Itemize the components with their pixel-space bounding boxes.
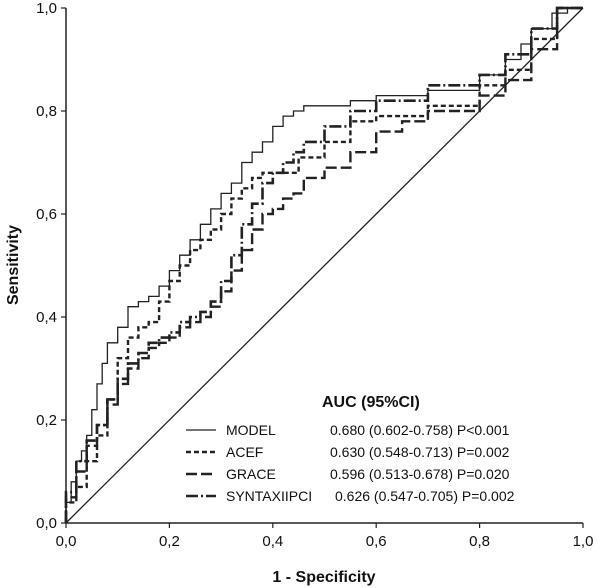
legend-title: AUC (95%CI): [322, 394, 420, 411]
x-tick-label: 1,0: [573, 533, 594, 550]
y-axis-title: Sensitivity: [5, 225, 22, 305]
legend-stat-acef: 0.630 (0.548-0.713) P=0.002: [330, 444, 510, 460]
x-tick-label: 0,0: [56, 533, 77, 550]
x-axis-title: 1 - Specificity: [272, 569, 375, 586]
reference-line: [65, 7, 584, 524]
y-tick-label: 0,2: [36, 412, 57, 429]
y-tick-label: 0,4: [36, 309, 57, 326]
y-tick-label: 1,0: [36, 0, 57, 17]
legend-label-syntaxiipci: SYNTAXIIPCI: [226, 488, 312, 504]
plot-frame: [65, 8, 583, 524]
x-tick-label: 0,8: [469, 533, 490, 550]
axis-ticks: 0,0 0,2 0,4 0,6 0,8 1,0 0,0 0,2 0,4 0,6 0,8 1,0: [36, 0, 593, 550]
legend-entries: MODEL 0.680 (0.602-0.758) P<0.001 ACEF 0.63…: [186, 422, 515, 504]
roc-curve-syntaxiipci: [64, 6, 583, 523]
legend-stat-grace: 0.596 (0.513-0.678) P=0.020: [330, 466, 510, 482]
legend-stat-syntaxiipci: 0.626 (0.547-0.705) P=0.002: [335, 488, 515, 504]
y-tick-label: 0,0: [36, 515, 57, 532]
reference-diagonal: [65, 7, 584, 524]
roc-curves: [64, 6, 583, 523]
legend-label-model: MODEL: [226, 422, 276, 438]
legend-label-acef: ACEF: [226, 444, 263, 460]
roc-curve-model: [65, 7, 583, 523]
x-tick-label: 0,4: [262, 533, 283, 550]
y-tick-label: 0,8: [36, 103, 57, 120]
legend-label-grace: GRACE: [226, 466, 276, 482]
y-tick-label: 0,6: [36, 206, 57, 223]
x-tick-label: 0,2: [159, 533, 180, 550]
legend-stat-model: 0.680 (0.602-0.758) P<0.001: [330, 422, 510, 438]
x-tick-label: 0,6: [366, 533, 387, 550]
legend: AUC (95%CI) MODEL 0.680 (0.602-0.758) P<0…: [186, 394, 515, 504]
